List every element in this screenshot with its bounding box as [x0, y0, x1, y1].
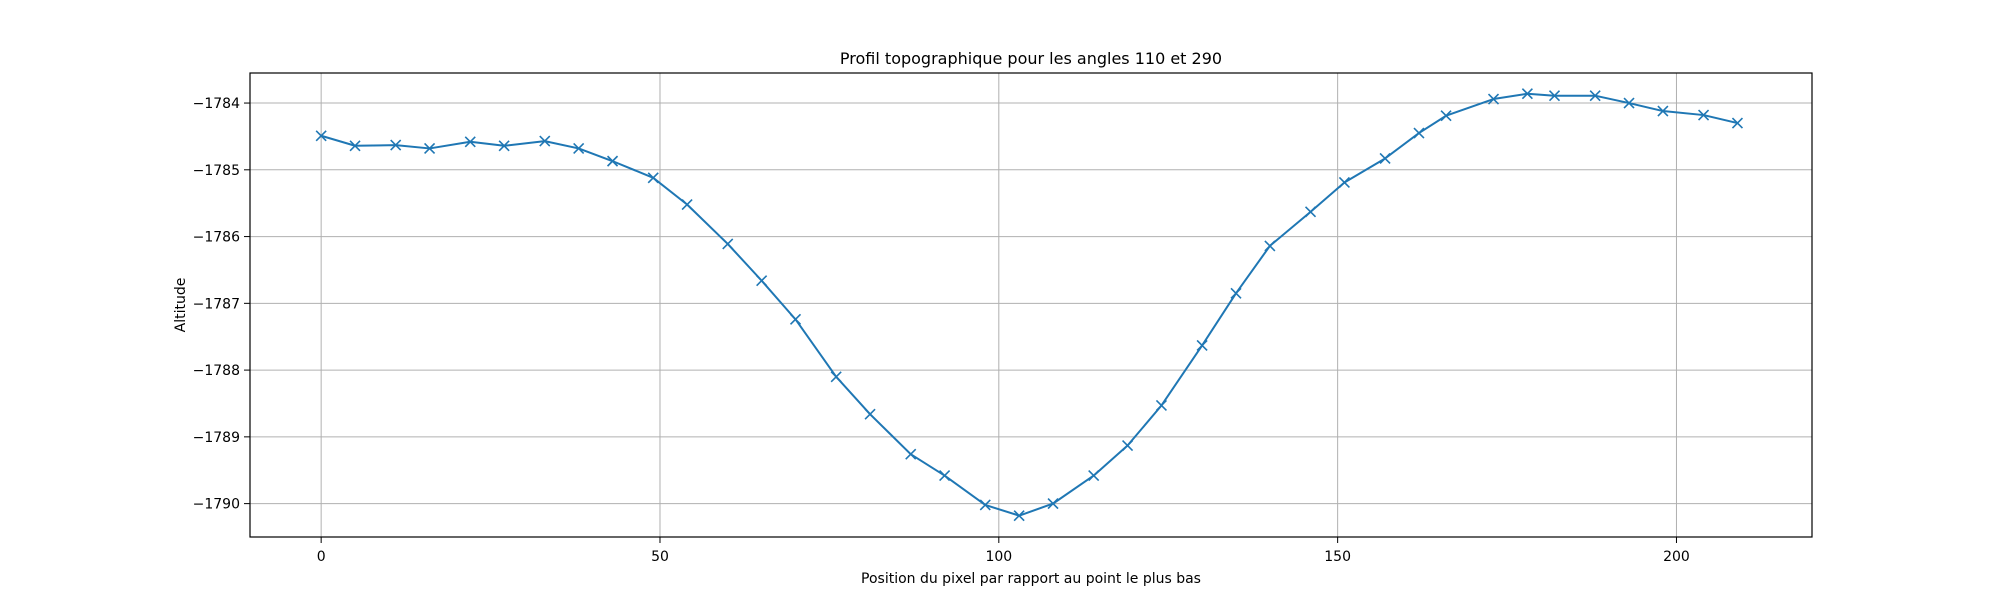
data-point — [573, 142, 585, 155]
y-tick-label: −1790 — [193, 497, 240, 513]
data-point — [349, 140, 361, 152]
series-layer — [315, 88, 1744, 522]
data-point — [905, 448, 917, 460]
data-point — [756, 275, 768, 287]
x-tick-label: 0 — [317, 549, 326, 565]
data-point — [647, 172, 659, 184]
data-point — [424, 142, 436, 155]
data-point — [1487, 93, 1500, 105]
x-tick-label: 50 — [651, 549, 669, 565]
data-point — [1013, 510, 1025, 522]
data-point — [1698, 109, 1710, 121]
data-point — [1122, 439, 1134, 452]
data-point — [606, 155, 619, 167]
data-point — [830, 371, 842, 383]
data-point — [539, 135, 551, 147]
data-point — [390, 139, 402, 151]
y-tick-label: −1786 — [193, 230, 240, 246]
plot-frame — [249, 72, 1813, 538]
data-point — [979, 499, 991, 511]
data-point — [498, 140, 510, 152]
data-point — [1304, 206, 1317, 218]
data-point — [1440, 110, 1452, 122]
data-point — [1731, 117, 1744, 129]
data-point — [1657, 105, 1669, 117]
data-point — [1338, 176, 1350, 189]
data-point — [681, 198, 693, 211]
data-point — [1379, 152, 1391, 165]
ticks: 0 50 100 150 200 −1790 −1789 −1788 −1787 −1786 −17… — [193, 96, 1690, 565]
data-point — [1230, 287, 1242, 299]
data-point — [1413, 127, 1425, 139]
data-point — [789, 313, 802, 325]
data-point — [315, 130, 327, 142]
y-tick-label: −1787 — [193, 296, 240, 312]
x-tick-label: 100 — [985, 549, 1012, 565]
grid — [250, 73, 1812, 537]
data-point — [1155, 399, 1168, 412]
data-point — [939, 470, 951, 482]
data-point — [1196, 339, 1208, 351]
series-line — [320, 92, 1738, 517]
data-point — [722, 238, 734, 250]
data-point — [1548, 90, 1561, 102]
x-tick-label: 200 — [1663, 549, 1690, 565]
chart-title: Profil topographique pour les angles 110… — [840, 49, 1222, 68]
y-tick-label: −1789 — [193, 430, 240, 446]
data-point — [1623, 97, 1635, 109]
x-tick-label: 150 — [1324, 549, 1351, 565]
y-tick-label: −1788 — [193, 363, 240, 379]
data-point — [464, 136, 476, 148]
data-point — [864, 408, 876, 420]
y-tick-label: −1784 — [193, 96, 240, 112]
x-axis-label: Position du pixel par rapport au point l… — [861, 571, 1201, 587]
data-point — [1589, 90, 1601, 102]
y-tick-label: −1785 — [193, 163, 240, 179]
data-point — [1264, 240, 1276, 252]
data-point — [1521, 88, 1533, 100]
data-point — [1047, 498, 1059, 510]
data-point — [1088, 470, 1100, 482]
y-axis-label: Altitude — [173, 278, 189, 333]
